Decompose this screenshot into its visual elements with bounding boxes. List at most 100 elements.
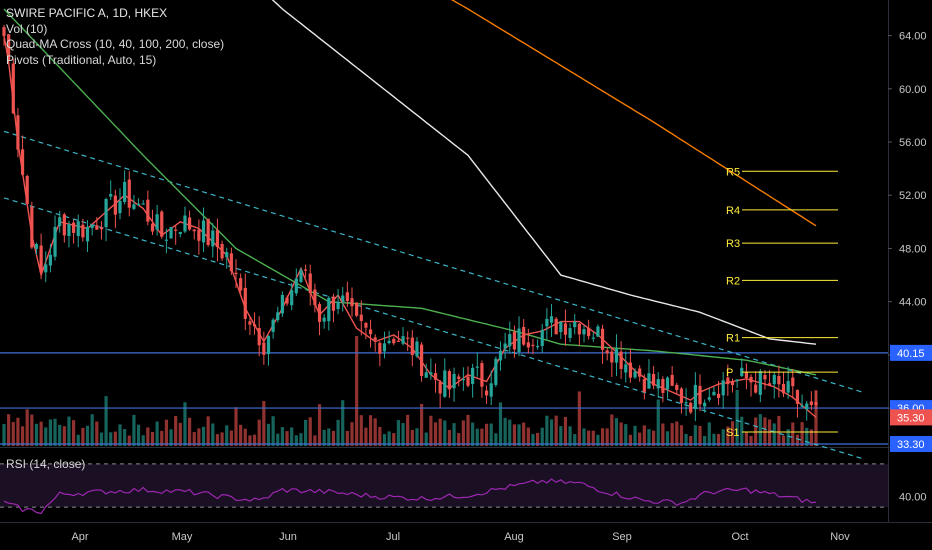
candle-body xyxy=(294,278,298,294)
candle-body xyxy=(531,344,535,347)
volume-bar xyxy=(271,416,275,446)
time-axis: Apr May Jun Jul Aug Sep Oct Nov xyxy=(71,531,850,543)
volume-bar xyxy=(512,424,516,446)
price-badge-label: 33.30 xyxy=(897,439,925,451)
candle-body xyxy=(624,364,628,373)
volume-bar xyxy=(197,428,201,446)
volume-bar xyxy=(652,430,656,446)
legend-ma[interactable]: Quad-MA Cross (10, 40, 100, 200, close) xyxy=(6,37,225,51)
volume-bar xyxy=(118,424,122,446)
candle-body xyxy=(7,34,11,61)
volume-bar xyxy=(730,421,735,446)
candle-body xyxy=(730,381,735,386)
volume-bar xyxy=(420,403,424,446)
volume-bar xyxy=(740,416,744,446)
channel-line xyxy=(3,197,863,460)
candle-body xyxy=(582,329,586,335)
price-badge xyxy=(890,344,932,361)
volume-bar xyxy=(549,419,554,446)
ma200-line xyxy=(450,0,817,227)
candle-body xyxy=(703,402,707,407)
volume-bar xyxy=(531,434,535,446)
candle-body xyxy=(420,344,424,376)
volume-bar xyxy=(183,402,187,446)
volume-bar xyxy=(396,420,400,446)
volume-bar xyxy=(443,420,447,446)
candle-body xyxy=(461,379,465,381)
candle-series xyxy=(2,25,818,422)
volume-bar xyxy=(401,423,405,446)
candle-body xyxy=(178,231,182,235)
volume-bar xyxy=(410,429,414,446)
volume-bar xyxy=(610,414,614,446)
volume-bar xyxy=(814,390,818,446)
volume-bar xyxy=(633,425,637,446)
volume-bar xyxy=(568,426,572,446)
volume-bar xyxy=(475,428,479,446)
volume-bar xyxy=(53,418,57,446)
rsi-legend[interactable]: RSI (14, close) xyxy=(6,457,86,471)
volume-bar xyxy=(587,430,591,446)
volume-bar xyxy=(522,422,526,446)
volume-bar xyxy=(178,422,182,446)
volume-bar xyxy=(345,430,349,446)
candle-body xyxy=(387,340,391,344)
chart-legend: SWIRE PACIFIC A, 1D, HKEX Vol (10) Quad-… xyxy=(6,6,224,68)
candle-body xyxy=(109,193,113,197)
volume-bar xyxy=(749,435,753,446)
candle-body xyxy=(304,269,308,271)
candle-body xyxy=(211,230,215,247)
candle-body xyxy=(642,379,646,392)
volume-bar xyxy=(25,409,29,446)
candle-body xyxy=(573,321,577,328)
candle-body xyxy=(563,323,568,335)
price-tick-label: 64.00 xyxy=(899,31,927,43)
candle-body xyxy=(716,393,721,398)
volume-bar xyxy=(786,429,790,446)
legend-pivots[interactable]: Pivots (Traditional, Auto, 15) xyxy=(6,52,157,67)
legend-title[interactable]: SWIRE PACIFIC A, 1D, HKEX xyxy=(6,6,168,20)
volume-bar xyxy=(169,429,173,446)
volume-bar xyxy=(229,430,233,446)
candle-body xyxy=(322,317,326,322)
volume-bar xyxy=(712,433,716,446)
candle-body xyxy=(313,289,317,306)
candle-body xyxy=(684,402,688,404)
volume-bar xyxy=(234,407,238,446)
candle-body xyxy=(308,273,312,294)
candle-body xyxy=(355,302,359,316)
candle-body xyxy=(99,227,104,230)
volume-bar xyxy=(257,419,261,446)
volume-bar xyxy=(498,402,503,446)
candle-body xyxy=(350,298,354,307)
candle-body xyxy=(559,321,563,332)
candle-body xyxy=(768,383,772,386)
candle-body xyxy=(81,224,85,238)
volume-bar xyxy=(150,431,155,446)
legend-vol[interactable]: Vol (10) xyxy=(6,21,48,36)
candle-body xyxy=(174,229,178,231)
pivot-levels: R5 R4 R3 R2 R1 P S1 xyxy=(726,166,838,439)
candle-body xyxy=(90,224,94,229)
candle-body xyxy=(489,383,493,397)
candle-body xyxy=(34,244,39,249)
candle-body xyxy=(443,370,447,397)
pivot-label: S1 xyxy=(726,427,739,439)
volume-bar xyxy=(457,433,461,446)
candle-body xyxy=(229,253,233,272)
candle-body xyxy=(512,331,516,350)
volume-bar xyxy=(11,422,15,446)
candle-body xyxy=(647,373,651,389)
volume-bar xyxy=(494,433,498,446)
candle-body xyxy=(123,181,127,202)
volume-bar xyxy=(336,419,340,446)
candle-body xyxy=(192,229,196,232)
volume-bar xyxy=(243,428,247,446)
horizontal-lines xyxy=(0,352,888,445)
candle-body xyxy=(368,329,373,335)
volume-bar xyxy=(215,434,220,446)
volume-bar xyxy=(624,424,628,446)
candle-body xyxy=(498,350,503,361)
candle-body xyxy=(577,323,581,335)
